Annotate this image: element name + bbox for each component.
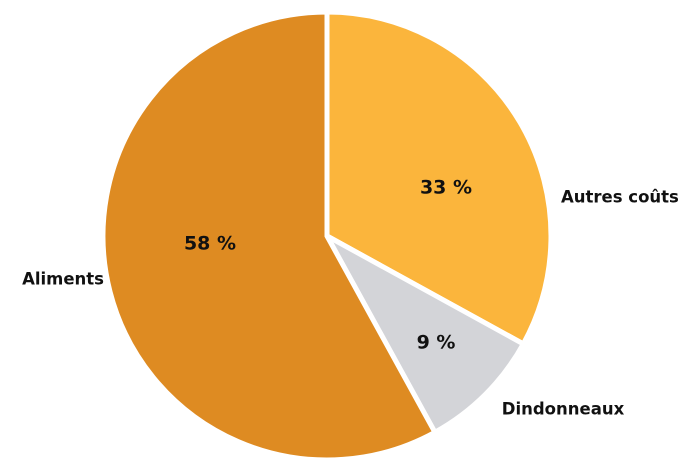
pie-slice-aliments <box>100 9 439 458</box>
category-label-dindonneaux: Dindonneaux <box>502 400 625 419</box>
pie-slices <box>100 9 554 458</box>
pie-slice-dindonneaux <box>320 229 527 436</box>
pie-slice-autres-couts <box>324 9 554 348</box>
category-label-aliments: Aliments <box>22 270 104 289</box>
slice-value-label-autres-couts: 33 % <box>420 177 472 199</box>
slice-value-label-aliments: 58 % <box>184 233 236 255</box>
slice-value-label-dindonneaux: 9 % <box>417 332 456 354</box>
category-label-autres-couts: Autres coûts <box>561 188 679 207</box>
